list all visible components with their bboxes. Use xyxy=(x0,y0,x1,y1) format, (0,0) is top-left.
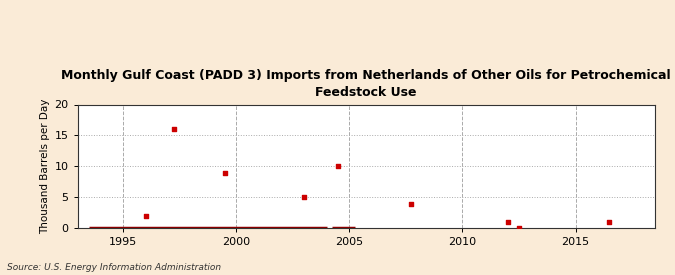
Title: Monthly Gulf Coast (PADD 3) Imports from Netherlands of Other Oils for Petrochem: Monthly Gulf Coast (PADD 3) Imports from… xyxy=(61,69,671,99)
Point xyxy=(502,220,513,224)
Point xyxy=(219,170,230,175)
Point xyxy=(604,220,615,224)
Point xyxy=(169,127,180,131)
Point xyxy=(514,226,524,230)
Point xyxy=(333,164,344,169)
Y-axis label: Thousand Barrels per Day: Thousand Barrels per Day xyxy=(40,99,51,234)
Point xyxy=(406,201,417,206)
Point xyxy=(140,214,151,218)
Point xyxy=(298,195,309,200)
Text: Source: U.S. Energy Information Administration: Source: U.S. Energy Information Administ… xyxy=(7,263,221,272)
